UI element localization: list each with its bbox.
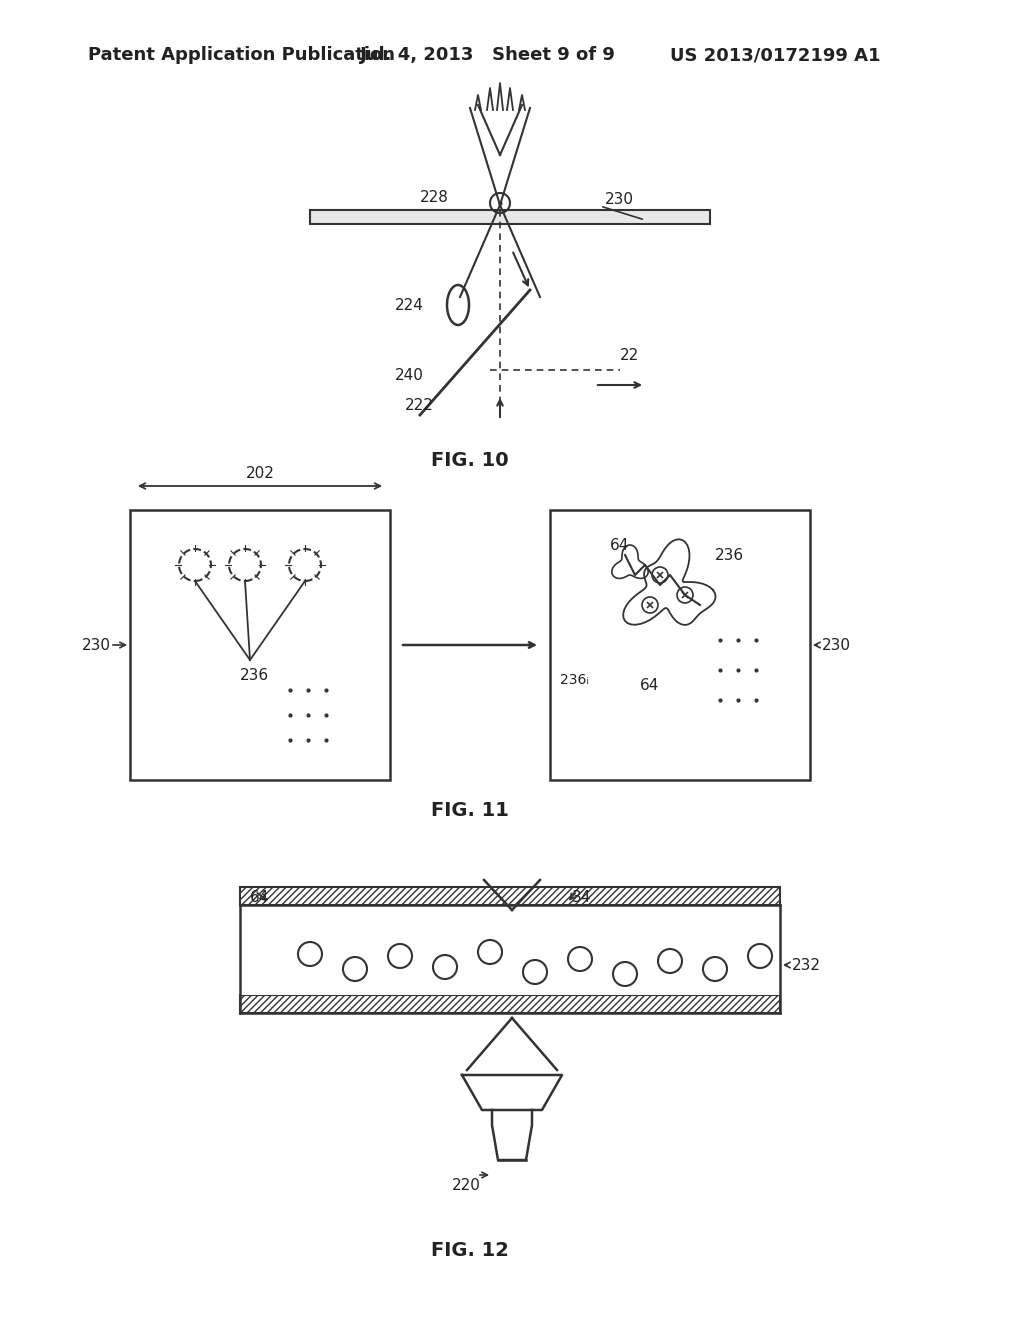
Text: FIG. 10: FIG. 10 [431,450,509,470]
Bar [310,210,710,224]
Text: 64: 64 [610,537,630,553]
Text: 230: 230 [822,638,851,652]
Text: 232: 232 [792,957,821,973]
Text: 64: 64 [250,890,269,904]
Text: 228: 228 [420,190,449,205]
Bar [240,995,780,1012]
Bar [240,923,780,995]
Text: Jul. 4, 2013   Sheet 9 of 9: Jul. 4, 2013 Sheet 9 of 9 [360,46,615,63]
Text: 236ᵢ: 236ᵢ [560,673,589,686]
Bar [240,887,780,906]
Text: 236: 236 [240,668,269,682]
Bar [550,510,810,780]
Text: FIG. 12: FIG. 12 [431,1241,509,1259]
Text: 34: 34 [572,890,592,904]
Text: 230: 230 [82,638,111,652]
Text: FIG. 11: FIG. 11 [431,800,509,820]
Text: 22: 22 [620,347,639,363]
Text: 224: 224 [395,297,424,313]
Text: 64: 64 [640,677,659,693]
Text: 220: 220 [452,1177,481,1192]
Text: 236: 236 [715,548,744,562]
Text: 230: 230 [605,193,634,207]
Text: US 2013/0172199 A1: US 2013/0172199 A1 [670,46,881,63]
Text: 240: 240 [395,367,424,383]
Bar [130,510,390,780]
Text: 222: 222 [406,397,434,412]
Text: Patent Application Publication: Patent Application Publication [88,46,395,63]
Text: 202: 202 [246,466,274,482]
